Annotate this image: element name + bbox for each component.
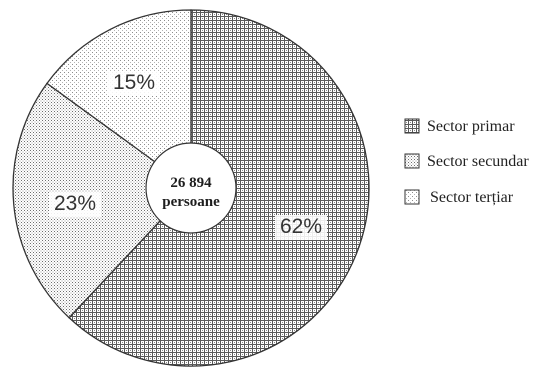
legend-label: Sector terțiar xyxy=(430,189,514,206)
slice-label-background xyxy=(275,215,327,240)
legend-label: Sector primar xyxy=(427,118,515,135)
legend-swatch xyxy=(404,189,420,205)
center-hole xyxy=(145,142,237,234)
legend-swatch xyxy=(404,118,420,134)
pie-slice-sector-secundar xyxy=(12,82,192,319)
slice-labels: 62% 23% 15% xyxy=(49,71,327,240)
slice-label-background xyxy=(108,71,160,96)
slice-percent-label: 62% xyxy=(280,215,322,238)
pie-slice-sector-ter-iar xyxy=(46,9,192,190)
center-label-line1: 26 894 xyxy=(170,175,212,191)
legend-swatch xyxy=(404,153,420,169)
slice-label-background xyxy=(49,192,101,217)
legend: Sector primar Sector secundar Sector terți… xyxy=(404,118,529,206)
slice-percent-label: 15% xyxy=(113,71,155,94)
legend-label: Sector secundar xyxy=(427,153,529,170)
slice-percent-label: 23% xyxy=(54,192,96,215)
center-label-line2: persoane xyxy=(162,194,220,210)
